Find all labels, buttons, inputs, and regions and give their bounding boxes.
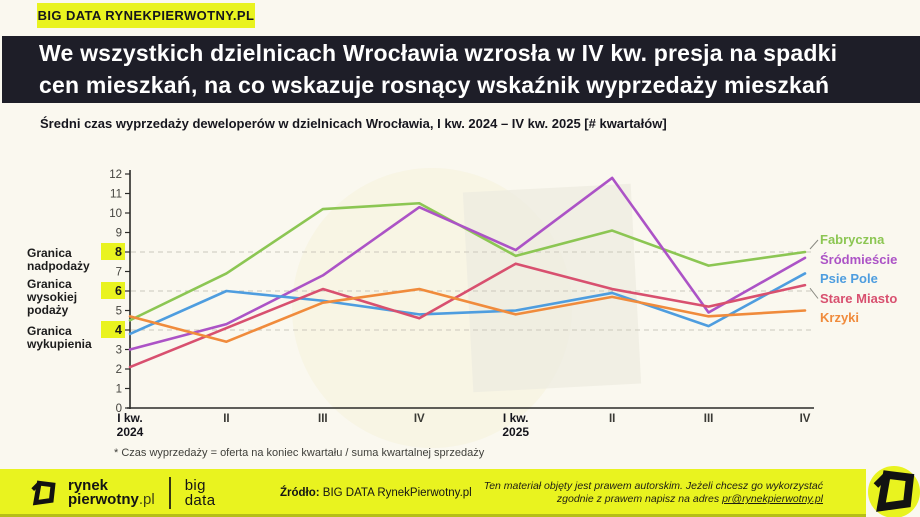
footer-separator [168,477,171,509]
y-tick-label: 2 [116,364,122,376]
x-tick-label: IV [800,413,811,425]
x-tick-label: III [704,413,714,425]
y-tick-label: 6 [115,284,122,298]
footer-logo-text: rynek pierwotny.pl [68,476,155,508]
legend-item: Krzyki [820,310,860,325]
legend-item: Śródmieście [820,251,898,267]
series-line [128,287,807,344]
y-tick-highlight [101,282,125,299]
y-tick-label: 5 [116,306,122,318]
rynekpierwotny-logo-icon [873,470,915,512]
y-tick-label: 3 [116,345,122,357]
x-tick-label: II [609,413,615,425]
legend-connector [809,287,819,299]
y-tick-highlight [101,243,125,260]
y-tick-label: 7 [116,267,122,279]
threshold-label-8: Granica nadpodaży [27,246,90,273]
corner-logo [868,466,920,517]
x-tick-label: III [318,413,328,425]
footnote: * Czas wyprzedaży = oferta na koniec kwa… [114,447,485,459]
x-tick-label: IV [414,413,425,425]
legend-item: Psie Pole [820,271,878,286]
y-tick-label: 12 [109,169,122,181]
x-tick-label: 2025 [502,425,529,439]
brand-badge-label: BIG DATA RYNEKPIERWOTNY.PL [37,8,255,23]
headline-bar: We wszystkich dzielnicach Wrocławia wzro… [2,36,920,103]
contact-email-link[interactable]: pr@rynekpierwotny.pl [722,493,823,505]
series-line [128,176,807,351]
x-tick-label: II [223,413,229,425]
x-tick-label: 2024 [117,425,144,439]
legend-item: Stare Miasto [820,290,898,306]
y-tick-label: 8 [115,245,122,259]
legend-connector [809,239,819,250]
footer-bar: rynek pierwotny.pl big data Źródło: BIG … [0,469,866,517]
y-tick-label: 0 [116,403,122,415]
big-data-logo-text: big data [184,477,216,509]
y-tick-label: 9 [116,228,122,240]
copyright-notice: Ten materiał objęty jest prawem autorski… [483,480,823,505]
y-tick-label: 10 [109,208,122,220]
y-tick-label: 4 [115,323,122,337]
chart-title: Średni czas wyprzedaży deweloperów w dzi… [40,116,667,131]
threshold-label-4: Granica wykupienia [27,324,92,351]
headline-title: We wszystkich dzielnicach Wrocławia wzro… [39,40,838,98]
x-tick-label: I kw. [117,411,143,425]
legend-item: Fabryczna [820,232,885,247]
series-line [128,272,807,336]
threshold-label-6: Granica wysokiej podaży [27,277,78,317]
footer-logo: rynek pierwotny.pl big data [28,477,215,509]
brand-badge: BIG DATA RYNEKPIERWOTNY.PL [37,3,255,28]
source-credit: Źródło: BIG DATA RynekPierwotny.pl [280,487,472,499]
series-line [128,262,807,369]
y-tick-label: 11 [110,189,122,201]
x-tick-label: I kw. [503,411,529,425]
y-tick-highlight [101,321,125,338]
y-tick-label: 1 [116,384,122,396]
rynekpierwotny-logo-icon [28,478,59,509]
